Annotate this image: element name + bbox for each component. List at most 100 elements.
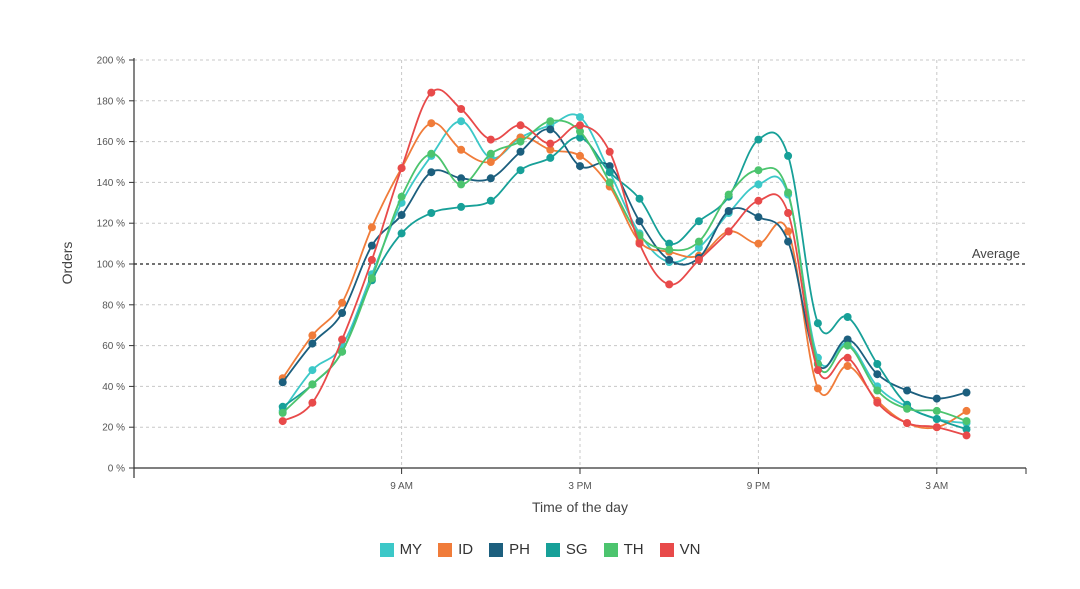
data-point: [724, 207, 733, 215]
data-point: [903, 419, 912, 428]
data-point: [576, 113, 584, 122]
x-axis-label: Time of the day: [532, 499, 628, 515]
y-tick-label: 200 %: [97, 56, 125, 67]
legend: MY ID PH SG TH VN: [0, 541, 1080, 558]
data-point: [308, 339, 317, 348]
data-point: [784, 227, 793, 236]
y-tick-label: 40 %: [102, 382, 125, 393]
data-point: [516, 137, 525, 146]
data-point: [576, 162, 584, 171]
data-point: [367, 274, 376, 283]
data-point: [903, 404, 912, 413]
data-point: [665, 280, 674, 289]
data-point: [962, 417, 971, 426]
series-th: [278, 117, 971, 426]
legend-item-th[interactable]: TH: [603, 541, 644, 558]
legend-label: VN: [679, 541, 701, 558]
data-point: [932, 406, 941, 415]
data-point: [516, 166, 525, 175]
data-point: [754, 239, 763, 248]
data-point: [665, 239, 674, 248]
data-point: [338, 309, 347, 317]
legend-item-my[interactable]: MY: [379, 541, 423, 558]
data-point: [278, 378, 287, 387]
legend-label: MY: [399, 541, 423, 558]
data-point: [932, 394, 941, 403]
x-tick-label: 3 AM: [925, 481, 948, 492]
data-point: [457, 174, 466, 183]
data-point: [635, 217, 644, 226]
data-point: [873, 360, 882, 368]
legend-swatch: [659, 542, 674, 557]
legend-item-ph[interactable]: PH: [489, 541, 530, 558]
average-label: Average: [972, 246, 1020, 261]
data-point: [665, 245, 674, 254]
y-tick-label: 140 %: [97, 178, 125, 189]
data-point: [754, 180, 763, 189]
data-point: [932, 415, 941, 423]
data-point: [754, 166, 763, 175]
legend-item-vn[interactable]: VN: [659, 541, 701, 558]
series-sg: [278, 131, 971, 434]
legend-label: ID: [458, 541, 474, 558]
data-point: [754, 135, 763, 144]
y-tick-label: 100 %: [97, 260, 125, 271]
data-point: [873, 370, 882, 379]
legend-label: SG: [565, 541, 588, 558]
y-tick-label: 160 %: [97, 137, 125, 148]
data-point: [486, 158, 495, 166]
data-point: [843, 335, 852, 344]
data-point: [784, 237, 793, 246]
data-point: [843, 353, 852, 362]
data-point: [784, 151, 793, 160]
data-point: [635, 239, 644, 248]
data-point: [338, 335, 347, 344]
data-point: [546, 125, 555, 134]
data-point: [576, 121, 584, 130]
data-point: [397, 164, 406, 173]
data-point: [457, 117, 466, 126]
data-point: [665, 255, 674, 264]
data-point: [308, 366, 317, 375]
data-point: [873, 386, 882, 395]
data-point: [457, 105, 466, 113]
legend-label: TH: [623, 541, 644, 558]
legend-swatch: [603, 542, 618, 557]
data-point: [486, 149, 495, 158]
data-point: [962, 388, 971, 397]
data-point: [367, 223, 376, 232]
data-point: [873, 398, 882, 407]
data-point: [694, 243, 703, 252]
data-point: [516, 147, 525, 156]
data-point: [397, 192, 406, 201]
data-point: [784, 209, 793, 217]
data-point: [338, 298, 347, 307]
data-point: [694, 255, 703, 264]
data-point: [338, 347, 347, 356]
data-point: [576, 133, 584, 142]
data-point: [486, 196, 495, 205]
data-point: [813, 384, 822, 393]
data-point: [397, 229, 406, 238]
legend-swatch: [489, 542, 504, 557]
data-point: [427, 119, 436, 128]
series-line-my: [281, 113, 967, 424]
data-point: [516, 121, 525, 130]
y-tick-label: 20 %: [102, 423, 125, 434]
y-tick-label: 120 %: [97, 219, 125, 230]
legend-item-sg[interactable]: SG: [545, 541, 588, 558]
data-point: [546, 139, 555, 148]
data-point: [932, 423, 941, 432]
data-point: [843, 362, 852, 370]
x-tick-label: 9 PM: [747, 481, 770, 492]
y-tick-label: 180 %: [97, 96, 125, 107]
data-point: [903, 386, 912, 395]
series-line-ph: [281, 128, 967, 400]
average-line: Average: [134, 246, 1026, 265]
legend-item-id[interactable]: ID: [438, 541, 473, 558]
y-axis-label: Orders: [59, 242, 75, 285]
data-point: [754, 196, 763, 205]
series-my: [278, 113, 971, 428]
data-point: [605, 168, 614, 177]
legend-swatch: [379, 542, 394, 557]
